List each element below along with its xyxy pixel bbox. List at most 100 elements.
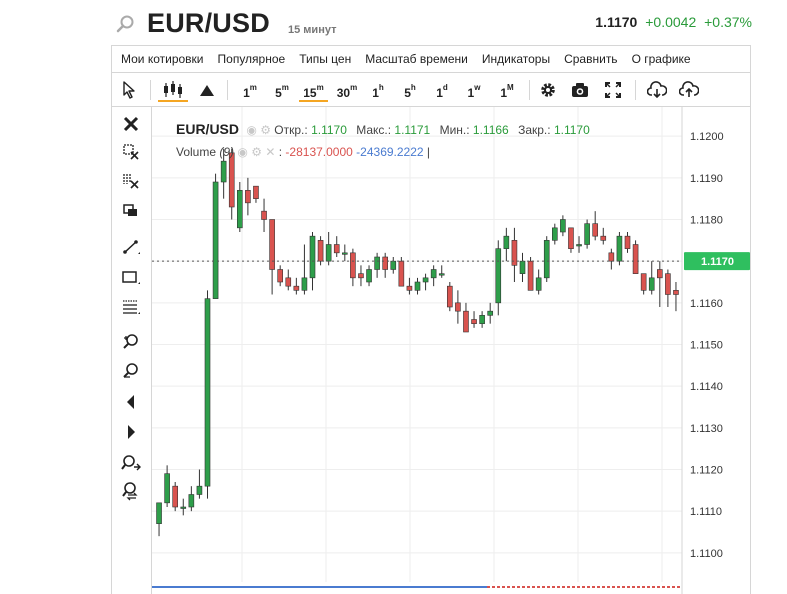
- cloud-upload-icon[interactable]: [679, 81, 699, 99]
- toolbar-divider: [635, 80, 636, 100]
- copy-icon[interactable]: [121, 201, 141, 221]
- candle-body: [204, 298, 211, 487]
- candle-body: [640, 273, 647, 291]
- interval-1m[interactable]: 1m: [243, 83, 257, 100]
- candle-body: [665, 273, 671, 295]
- reset-zoom-icon[interactable]: [121, 481, 141, 501]
- candlestick-icon: [164, 81, 182, 98]
- interval-15m[interactable]: 15m: [299, 78, 328, 102]
- candle-body: [511, 240, 518, 266]
- candle-body: [463, 310, 469, 333]
- y-tick-label: 1.1120: [690, 465, 723, 477]
- chart-menu-bar: Мои котировки Популярное Типы цен Масшта…: [111, 45, 751, 73]
- open-label: Откр.:: [274, 123, 308, 137]
- price-change: +0.0042: [645, 14, 697, 30]
- high-label: Макс.:: [356, 123, 392, 137]
- price-change-pct: +0.37%: [704, 14, 752, 30]
- cursor-arrow-icon[interactable]: [122, 81, 136, 99]
- zoom-selection-icon[interactable]: [121, 453, 141, 473]
- remove-drawings-icon[interactable]: [121, 142, 141, 162]
- timeframe-label: 15 минут: [288, 24, 337, 36]
- y-tick-label: 1.1150: [690, 340, 723, 352]
- interval-1h[interactable]: 1h: [372, 83, 384, 100]
- candle-body: [188, 494, 195, 508]
- open-value: 1.1170: [311, 123, 347, 137]
- y-tick-label: 1.1130: [690, 423, 723, 435]
- eye-icon[interactable]: ◉: [237, 145, 248, 159]
- trend-line-icon[interactable]: [121, 237, 141, 257]
- candle-body: [382, 256, 388, 270]
- volume-legend: Volume (9) ◉ ⚙ ✕ : -28137.0000 -24369.22…: [176, 145, 430, 159]
- menu-my-quotes[interactable]: Мои котировки: [121, 52, 204, 66]
- remove-all-icon[interactable]: [121, 171, 141, 191]
- interval-5h[interactable]: 5h: [404, 83, 416, 100]
- candle-body: [285, 277, 292, 287]
- candle-body: [673, 290, 679, 295]
- eye-icon[interactable]: ◉: [246, 123, 257, 137]
- candle-body: [576, 244, 582, 247]
- menu-indicators[interactable]: Индикаторы: [481, 52, 551, 66]
- interval-30m[interactable]: 30m: [336, 83, 358, 100]
- candle-body: [535, 277, 542, 291]
- header: EUR/USD 15 минут 1.1170 +0.0042 +0.37%: [0, 0, 787, 46]
- candle-body: [600, 235, 607, 241]
- area-chart-icon: [200, 85, 214, 96]
- candle-body: [479, 315, 485, 324]
- gear-icon[interactable]: ⚙: [251, 145, 262, 159]
- candle-body: [301, 277, 308, 291]
- gear-icon[interactable]: [539, 81, 557, 99]
- candle-body: [228, 152, 235, 208]
- gear-icon[interactable]: ⚙: [260, 123, 271, 137]
- camera-icon[interactable]: [571, 82, 589, 98]
- candle-body: [568, 227, 574, 249]
- menu-compare[interactable]: Сравнить: [564, 52, 618, 66]
- price-chart[interactable]: 1.1200 1.1190 1.1180 1.1170 1.1160 1.1150 1.11…: [152, 107, 750, 594]
- menu-about-chart[interactable]: О графике: [631, 52, 691, 66]
- candle-body: [657, 269, 663, 279]
- candle-body: [212, 181, 219, 299]
- scroll-right-icon[interactable]: [121, 422, 141, 442]
- menu-price-types[interactable]: Типы цен: [299, 52, 352, 66]
- fibonacci-icon[interactable]: [121, 297, 141, 317]
- candle-body: [632, 244, 639, 274]
- interval-1w[interactable]: 1w: [467, 83, 481, 100]
- toolbar-divider: [227, 80, 228, 100]
- y-tick-label: 1.1180: [690, 215, 723, 227]
- candle-body: [220, 160, 227, 183]
- y-tick-label: 1.1100: [690, 548, 723, 560]
- candle-body: [543, 240, 550, 279]
- low-label: Мин.:: [439, 123, 470, 137]
- rectangle-icon[interactable]: [121, 267, 141, 287]
- candle-body: [414, 281, 421, 291]
- chart-panel[interactable]: 1.1200 1.1190 1.1180 1.1170 1.1160 1.1150 1.11…: [152, 107, 751, 594]
- scroll-left-icon[interactable]: [121, 392, 141, 412]
- candle-body: [237, 190, 243, 229]
- close-icon[interactable]: ✕: [265, 145, 276, 159]
- menu-popular[interactable]: Популярное: [217, 52, 286, 66]
- interval-1d[interactable]: 1d: [436, 83, 448, 100]
- candlestick-type-button[interactable]: [158, 78, 188, 102]
- area-type-button[interactable]: [196, 78, 218, 102]
- candle-body: [519, 260, 526, 274]
- zoom-in-icon[interactable]: [121, 332, 141, 352]
- volume-value-1: -28137.0000: [285, 145, 353, 159]
- candle-body: [648, 277, 655, 291]
- toolbar-divider: [150, 80, 151, 100]
- fullscreen-icon[interactable]: [605, 82, 621, 98]
- candle-body: [309, 235, 316, 279]
- toolbar-divider: [529, 80, 530, 100]
- cloud-download-icon[interactable]: [647, 81, 667, 99]
- candle-body: [503, 235, 510, 249]
- candle-body: [422, 277, 429, 283]
- menu-time-scale[interactable]: Масштаб времени: [365, 52, 468, 66]
- search-icon[interactable]: [116, 14, 136, 34]
- candle-body: [350, 252, 356, 279]
- interval-5m[interactable]: 5m: [275, 83, 289, 100]
- candle-body: [156, 502, 162, 524]
- candle-body: [471, 319, 477, 324]
- close-icon[interactable]: [121, 114, 141, 134]
- candle-body: [317, 240, 324, 262]
- zoom-out-icon[interactable]: [121, 361, 141, 381]
- candle-body: [277, 269, 283, 283]
- interval-1M[interactable]: 1M: [500, 83, 514, 100]
